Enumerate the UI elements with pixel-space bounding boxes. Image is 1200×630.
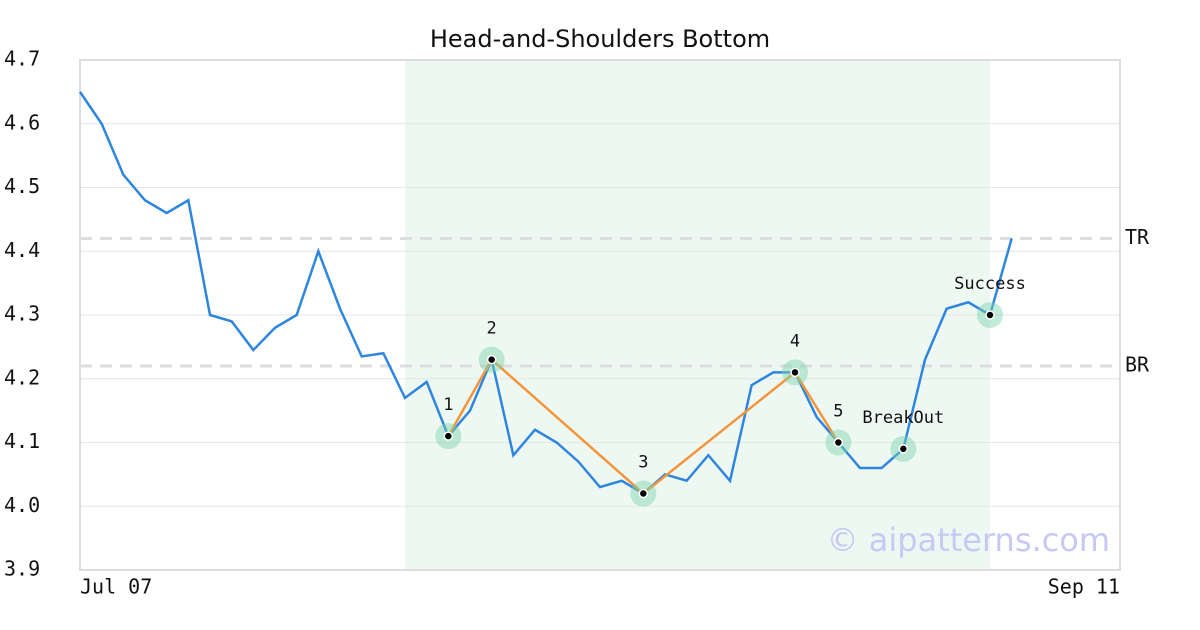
point-label: 3: [638, 453, 648, 473]
y-tick-label: 4.4: [4, 238, 40, 262]
point-label: 1: [443, 395, 453, 415]
point-dot: [898, 444, 909, 454]
y-tick-label: 4.5: [4, 174, 40, 198]
point-dot: [833, 437, 844, 448]
point-dot: [790, 367, 800, 378]
x-tick-label: Jul 07: [80, 575, 152, 599]
y-tick-label: 3.9: [4, 557, 40, 581]
plot-frame: [79, 59, 1121, 571]
y-tick-label: 4.1: [4, 429, 40, 453]
point-dot: [486, 354, 497, 365]
point-label: Success: [954, 274, 1026, 294]
level-label: TR: [1125, 225, 1150, 249]
point-label: 2: [487, 319, 497, 339]
y-tick-label: 4.6: [4, 110, 40, 134]
price-line: [78, 91, 1013, 496]
chart-title: Head-and-Shoulders Bottom: [430, 25, 770, 53]
watermark: © aipatterns.com: [827, 521, 1110, 559]
x-tick-label: Sep 11: [1048, 575, 1120, 599]
y-tick-label: 4.7: [4, 47, 40, 71]
level-label: BR: [1125, 353, 1150, 377]
point-dot: [985, 310, 995, 320]
point-label: 5: [833, 402, 843, 422]
point-label: BreakOut: [862, 408, 944, 428]
point-dot: [443, 431, 454, 441]
y-tick-label: 4.0: [4, 493, 40, 517]
point-dot: [638, 488, 649, 499]
point-label: 4: [790, 331, 800, 351]
y-tick-label: 4.3: [4, 302, 40, 326]
y-tick-label: 4.2: [4, 365, 40, 389]
